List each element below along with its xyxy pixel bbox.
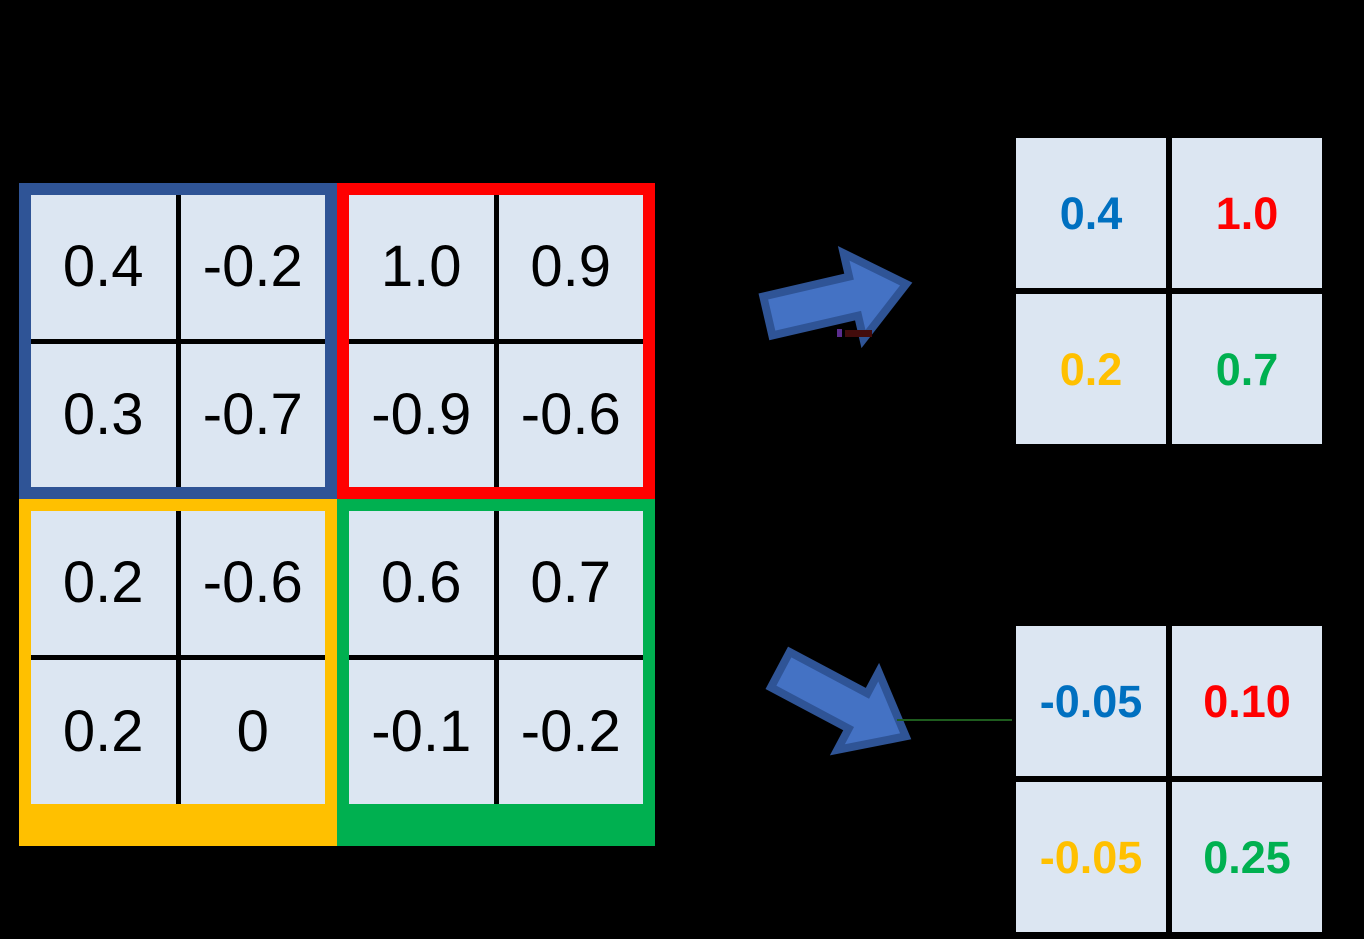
max-output-cell-r1c1: 0.4	[1016, 138, 1166, 288]
input-cell-value: 0.4	[62, 233, 144, 299]
avg-output-value: -0.05	[1039, 831, 1143, 883]
input-cell-r4c1: 0.2	[31, 660, 176, 804]
max-output-cell-r1c2: 1.0	[1172, 138, 1322, 288]
input-cell-value: -0.9	[371, 382, 472, 448]
input-cell-r3c2: -0.6	[180, 511, 325, 655]
input-cell-value: 0.3	[62, 382, 144, 448]
max-output-cell-r2c2: 0.7	[1172, 294, 1322, 444]
input-quadrant-top-left-grid: 0.4 -0.2 0.3 -0.7	[31, 195, 325, 487]
avg-pool-output-grid: -0.05 0.10 -0.05 0.25	[1016, 626, 1322, 932]
input-cell-r3c1: 0.2	[31, 511, 176, 655]
green-line-mark	[897, 719, 1012, 721]
input-cell-r2c1: 0.3	[31, 343, 176, 487]
input-cell-r2c2: -0.7	[180, 343, 325, 487]
input-cell-value: -0.1	[371, 699, 472, 764]
avg-output-value: -0.05	[1039, 675, 1143, 727]
avg-output-cell-r1c1: -0.05	[1016, 626, 1166, 776]
input-cell-value: 0.2	[62, 550, 144, 615]
avg-output-cell-r2c1: -0.05	[1016, 782, 1166, 932]
arrow-shape	[765, 646, 912, 756]
input-cell-r3c3: 0.6	[349, 511, 494, 655]
input-cell-value: 0.9	[530, 233, 612, 299]
input-cell-r4c3: -0.1	[349, 660, 494, 804]
avg-output-cell-r1c2: 0.10	[1172, 626, 1322, 776]
max-output-cell-r2c1: 0.2	[1016, 294, 1166, 444]
input-cell-value: -0.2	[520, 699, 621, 764]
input-cell-value: 1.0	[380, 233, 462, 299]
avg-output-cell-r2c2: 0.25	[1172, 782, 1322, 932]
avg-output-value: 0.25	[1203, 831, 1291, 883]
input-quadrant-bottom-right: 0.6 0.7 -0.1 -0.2	[337, 499, 655, 846]
input-cell-value: -0.6	[520, 382, 621, 448]
input-cell-r1c2: -0.2	[180, 195, 325, 339]
input-cell-r2c3: -0.9	[349, 343, 494, 487]
input-cell-r4c4: -0.2	[498, 660, 643, 804]
max-pool-arrow	[753, 234, 922, 365]
purple-tick-mark	[837, 329, 842, 337]
input-cell-r1c1: 0.4	[31, 195, 176, 339]
input-cell-value: 0.7	[530, 550, 612, 615]
input-quadrant-top-left: 0.4 -0.2 0.3 -0.7	[19, 183, 337, 499]
input-quadrant-top-right: 1.0 0.9 -0.9 -0.6	[337, 183, 655, 499]
input-quadrant-bottom-left: 0.2 -0.6 0.2 0	[19, 499, 337, 846]
avg-output-value: 0.10	[1203, 675, 1291, 727]
max-output-value: 0.7	[1215, 343, 1279, 395]
avg-pool-arrow	[753, 624, 932, 783]
input-cell-value: -0.7	[202, 382, 303, 448]
input-cell-r2c4: -0.6	[498, 343, 643, 487]
input-cell-r4c2: 0	[180, 660, 325, 804]
input-cell-value: -0.6	[202, 550, 303, 615]
input-cell-r1c4: 0.9	[498, 195, 643, 339]
input-cell-value: -0.2	[202, 233, 303, 299]
arrow-up-right-icon	[758, 246, 913, 349]
arrow-down-right-icon	[765, 646, 912, 756]
max-output-value: 0.4	[1059, 187, 1123, 239]
max-output-value: 1.0	[1215, 187, 1279, 239]
input-cell-value: 0	[236, 699, 269, 764]
red-dash-mark	[845, 330, 872, 337]
input-cell-r3c4: 0.7	[498, 511, 643, 655]
input-quadrant-bottom-right-grid: 0.6 0.7 -0.1 -0.2	[349, 511, 643, 804]
input-cell-value: 0.2	[62, 699, 144, 764]
input-cell-value: 0.6	[380, 550, 462, 615]
max-output-value: 0.2	[1059, 343, 1123, 395]
input-quadrant-top-right-grid: 1.0 0.9 -0.9 -0.6	[349, 195, 643, 487]
input-cell-r1c3: 1.0	[349, 195, 494, 339]
input-quadrant-bottom-left-grid: 0.2 -0.6 0.2 0	[31, 511, 325, 804]
max-pool-output-grid: 0.4 1.0 0.2 0.7	[1016, 138, 1322, 444]
arrow-shape	[758, 246, 913, 349]
